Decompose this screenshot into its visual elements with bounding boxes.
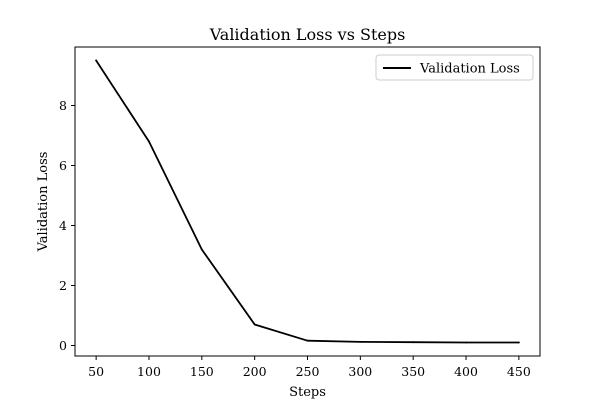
data-point	[253, 323, 256, 326]
chart-title: Validation Loss vs Steps	[209, 25, 406, 44]
y-tick-label: 6	[59, 158, 67, 173]
y-tick-label: 0	[59, 338, 67, 353]
series-layer	[95, 59, 520, 344]
axis-ticks: 50 100 150 200 250 300 350 400 450 0 2 4 6 8	[59, 98, 531, 379]
x-tick-label: 250	[296, 364, 320, 379]
data-point	[306, 339, 309, 342]
legend: Validation Loss	[375, 54, 534, 81]
x-axis-label: Steps	[289, 385, 326, 400]
y-tick-label: 8	[59, 98, 67, 113]
data-point	[517, 341, 520, 344]
x-tick-label: 100	[137, 364, 161, 379]
data-point	[465, 341, 467, 344]
data-point	[148, 140, 150, 143]
x-tick-label: 50	[88, 364, 104, 379]
data-point	[200, 248, 203, 251]
x-tick-label: 300	[348, 364, 372, 379]
x-tick-label: 450	[507, 364, 531, 379]
data-point	[95, 59, 98, 62]
legend-box	[375, 54, 534, 81]
x-tick-label: 200	[243, 364, 267, 379]
x-tick-label: 400	[454, 364, 478, 379]
legend-entry-label: Validation Loss	[419, 62, 520, 77]
x-tick-label: 350	[401, 364, 425, 379]
y-tick-label: 4	[59, 218, 67, 233]
data-point	[359, 341, 362, 343]
plot-frame	[74, 46, 541, 357]
y-axis-label: Validation Loss	[36, 152, 51, 253]
data-point	[412, 341, 415, 344]
x-tick-label: 150	[190, 364, 214, 379]
y-tick-label: 2	[59, 278, 67, 293]
